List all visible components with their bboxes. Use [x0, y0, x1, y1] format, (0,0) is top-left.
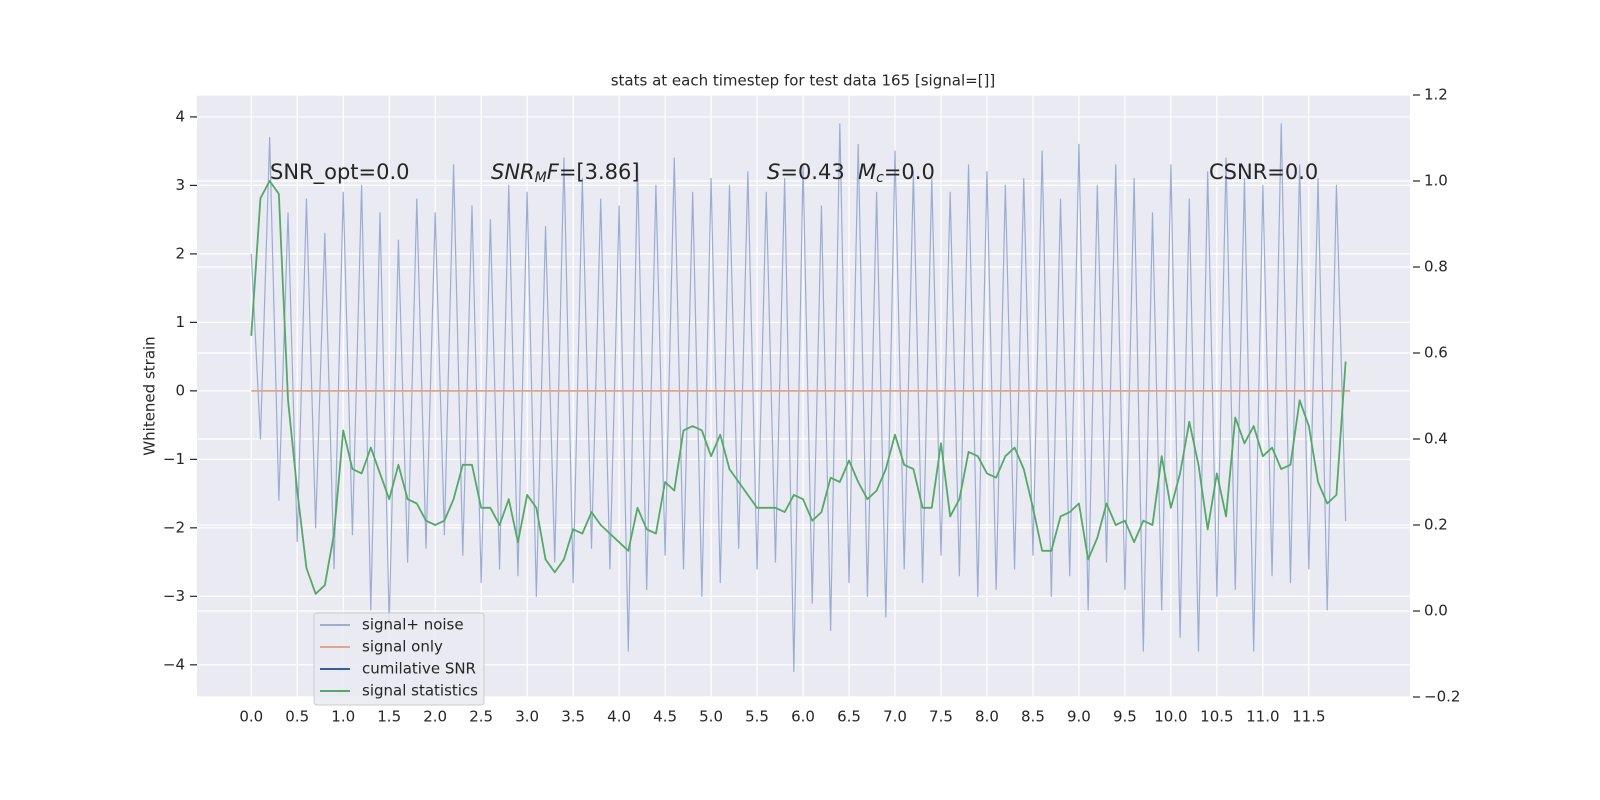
x-tick-label: 7.0	[883, 708, 907, 726]
x-tick-label: 7.5	[929, 708, 953, 726]
x-tick-label: 4.0	[607, 708, 631, 726]
annotation: SNRMF=[3.86]	[491, 160, 640, 186]
annotation: CSNR=0.0	[1209, 160, 1318, 184]
x-tick-label: 8.0	[975, 708, 999, 726]
legend-box	[313, 612, 485, 706]
chart-title: stats at each timestep for test data 165…	[611, 72, 996, 90]
annotation-part: S	[767, 160, 780, 184]
y-tick-label: −2	[163, 518, 185, 536]
x-tick-label: 6.5	[837, 708, 861, 726]
x-tick-label: 4.5	[653, 708, 677, 726]
x-tick-label: 9.5	[1113, 708, 1137, 726]
y-tick-label: 2	[175, 244, 185, 262]
y2-tick-label: 0.8	[1424, 258, 1448, 276]
x-tick-label: 3.0	[515, 708, 539, 726]
x-tick-label: 1.5	[377, 708, 401, 726]
x-tick-label: 11.0	[1246, 708, 1279, 726]
series-line	[250, 180, 1347, 595]
annotation-part: M	[535, 170, 547, 186]
legend-label: signal only	[362, 638, 443, 656]
y-axis-label: Whitened strain	[141, 336, 159, 455]
x-tick-label: 8.5	[1021, 708, 1045, 726]
x-tick-label: 0.5	[285, 708, 309, 726]
y-tick-label: 3	[175, 176, 185, 194]
annotation-part: F	[547, 160, 560, 184]
annotation-part: SNR	[491, 160, 535, 184]
annotation: Mc=0.0	[858, 160, 935, 186]
x-tick-label: 2.5	[469, 708, 493, 726]
legend-label: signal+ noise	[362, 616, 464, 634]
y-tick-label: −1	[163, 450, 185, 468]
annotation-part: M	[858, 160, 876, 184]
x-tick-label: 10.0	[1154, 708, 1187, 726]
y-tick-label: −3	[163, 587, 185, 605]
x-tick-label: 5.0	[699, 708, 723, 726]
annotation-part: =[3.86]	[559, 160, 640, 184]
y2-tick-label: 1.2	[1424, 86, 1448, 104]
legend-label: signal statistics	[362, 682, 478, 700]
y2-tick-label: 0.4	[1424, 430, 1448, 448]
x-tick-label: 1.0	[331, 708, 355, 726]
annotation-part: =0.0	[884, 160, 935, 184]
annotation: SNR_opt=0.0	[270, 160, 410, 185]
x-tick-label: 11.5	[1292, 708, 1325, 726]
annotation-part: =0.43	[780, 160, 844, 184]
x-tick-label: 3.5	[561, 708, 585, 726]
y-tick-label: 4	[175, 107, 185, 125]
y2-tick-label: −0.2	[1424, 688, 1460, 706]
annotation: S=0.43	[767, 160, 845, 184]
y-tick-label: 0	[175, 381, 185, 399]
y-tick-label: 1	[175, 313, 185, 331]
legend-label: cumilative SNR	[362, 660, 476, 678]
annotation-part: SNR_opt=0.0	[270, 160, 410, 185]
y2-tick-label: 0.6	[1424, 344, 1448, 362]
x-tick-label: 2.0	[423, 708, 447, 726]
series-line	[250, 123, 1347, 673]
y-tick-label: −4	[163, 655, 185, 673]
annotation-part: c	[876, 170, 884, 186]
y2-tick-label: 0.2	[1424, 516, 1448, 534]
y2-tick-label: 1.0	[1424, 172, 1448, 190]
x-tick-label: 0.0	[239, 708, 263, 726]
y2-tick-label: 0.0	[1424, 602, 1448, 620]
x-tick-label: 6.0	[791, 708, 815, 726]
annotation-part: CSNR=0.0	[1209, 160, 1318, 184]
x-tick-label: 9.0	[1067, 708, 1091, 726]
x-tick-label: 5.5	[745, 708, 769, 726]
x-tick-label: 10.5	[1200, 708, 1233, 726]
